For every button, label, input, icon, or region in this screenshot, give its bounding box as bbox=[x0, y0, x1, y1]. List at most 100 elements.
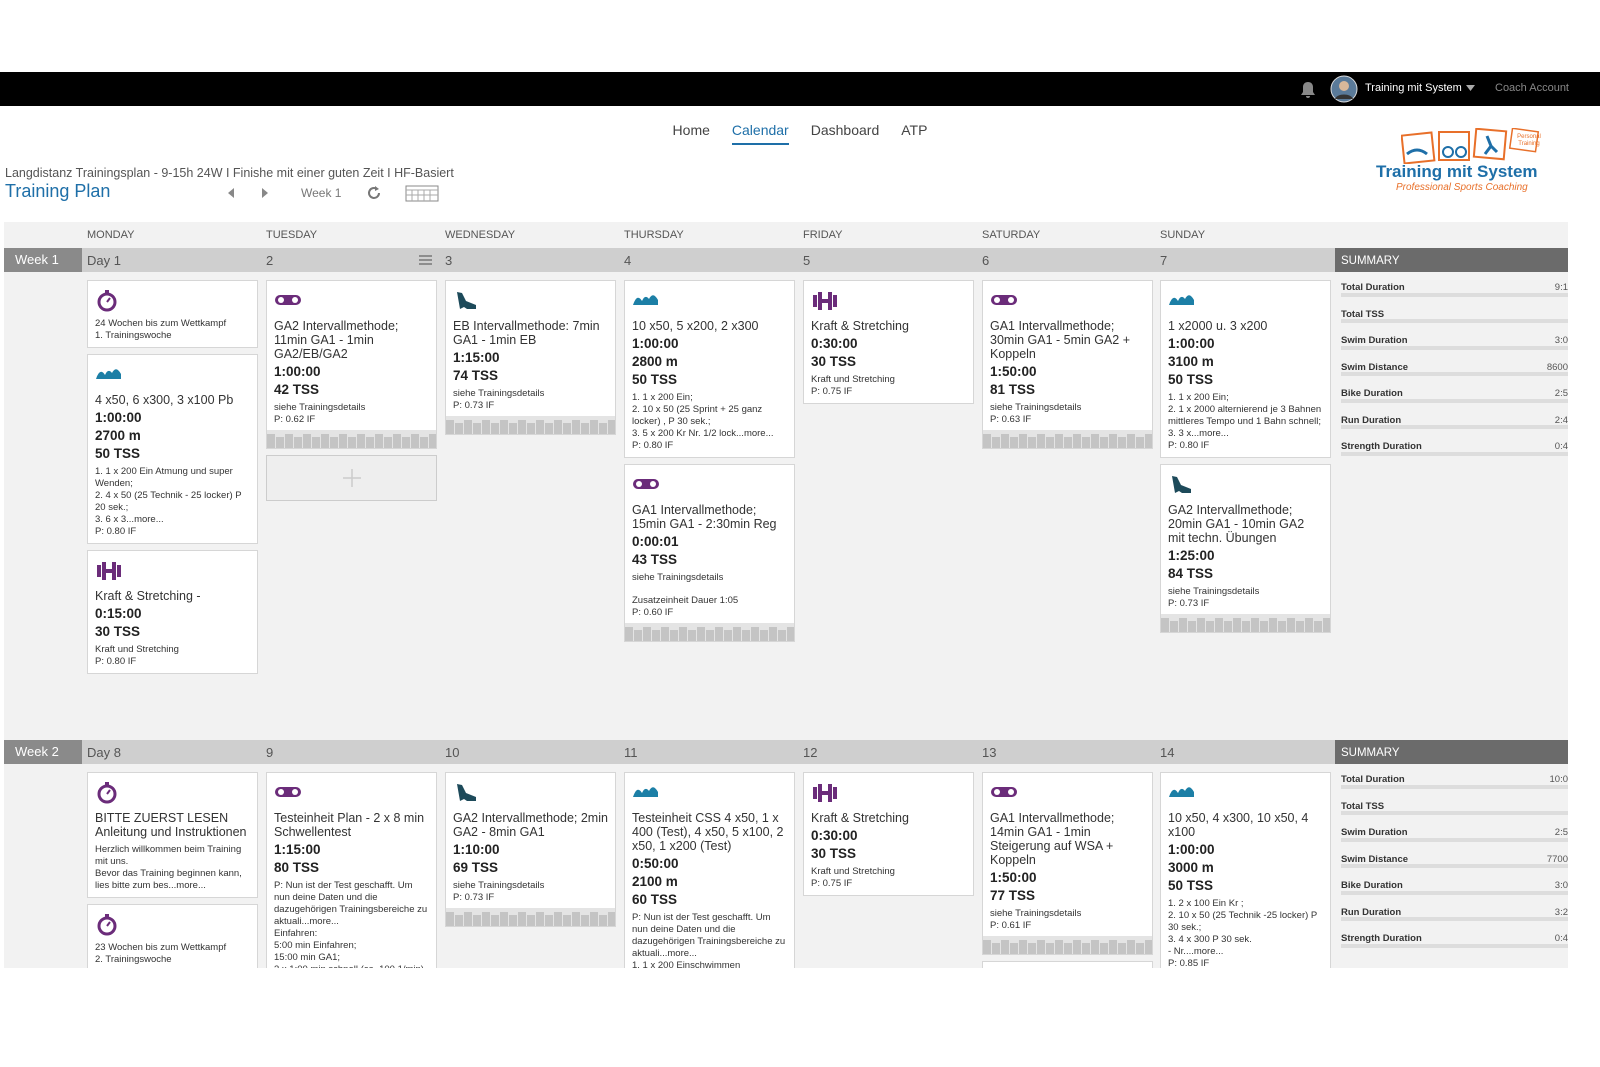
workout-card[interactable]: GA1 Intervallmethode; 30min GA1 - 5min G… bbox=[982, 280, 1153, 449]
caret[interactable] bbox=[1466, 85, 1475, 91]
summary-bar bbox=[1341, 784, 1568, 789]
workout-title: GA2 Intervallmethode; 20min GA1 - 10min … bbox=[1168, 503, 1305, 545]
workout-card[interactable]: 23 Wochen bis zum Wettkampf 2. Trainingsw… bbox=[87, 904, 258, 968]
sport-icon bbox=[991, 787, 1017, 797]
profile-chart bbox=[983, 434, 1152, 448]
nav-item[interactable]: Calendar bbox=[731, 122, 789, 145]
menu-icon[interactable] bbox=[419, 255, 432, 265]
summary-value: 0:4 bbox=[1554, 933, 1568, 944]
desc-line: 15:00 min GA1; bbox=[274, 952, 341, 963]
day-column: 1 x2000 u. 3 x200 1:00:00 3100 m 50 TSS 1. 1… bbox=[1160, 280, 1331, 633]
workout-title: GA1 Intervallmethode; 15min GA1 - 2:30mi… bbox=[632, 503, 777, 531]
workout-tss: 80 TSS bbox=[274, 860, 320, 875]
desc-line: 3 x 1:00 min schnell (ca. 100 1/min) bbox=[274, 964, 429, 968]
workout-card[interactable]: GA2 Intervallmethode; 20min GA1 - 10min … bbox=[1160, 464, 1331, 633]
desc-line: Einfahren: bbox=[274, 928, 318, 939]
day-number: 2 bbox=[266, 253, 274, 268]
nav-item[interactable]: Home bbox=[672, 122, 710, 138]
week-arrows[interactable] bbox=[226, 187, 274, 199]
workout-card[interactable] bbox=[982, 961, 1153, 968]
workout-duration: 1:00:00 bbox=[1168, 842, 1215, 857]
workout-card[interactable]: 10 x50, 5 x200, 2 x300 1:00:00 2800 m 50 TS… bbox=[624, 280, 795, 458]
avatar[interactable] bbox=[1330, 75, 1358, 103]
calendar-icon[interactable] bbox=[405, 184, 439, 202]
workout-card[interactable]: 24 Wochen bis zum Wettkampf 1. Trainingsw… bbox=[87, 280, 258, 348]
summary-label: Bike Duration bbox=[1341, 880, 1403, 891]
workout-card[interactable]: BITTE ZUERST LESEN Anleitung und Instruk… bbox=[87, 772, 258, 898]
workout-tss: 84 TSS bbox=[1168, 566, 1214, 581]
summary-title: SUMMARY bbox=[1335, 740, 1568, 764]
summary-label: Strength Duration bbox=[1341, 441, 1422, 452]
desc-line: siehe Trainingsdetails bbox=[632, 572, 724, 583]
sport-icon bbox=[97, 290, 117, 312]
workout-desc: 24 Wochen bis zum Wettkampf 1. Trainingsw… bbox=[95, 318, 250, 342]
workout-duration: 1:25:00 bbox=[1168, 548, 1215, 563]
day-column: 10 x50, 5 x200, 2 x300 1:00:00 2800 m 50 TS… bbox=[624, 280, 795, 642]
summary-bar bbox=[1341, 811, 1568, 815]
summary-row: Total Duration 9:1 bbox=[1335, 272, 1568, 299]
workout-card[interactable]: Kraft & Stretching 0:30:00 30 TSS Kraft und… bbox=[803, 280, 974, 404]
workout-duration: 1:15:00 bbox=[274, 842, 321, 857]
sport-icon bbox=[991, 295, 1017, 305]
workout-if: P: 0.73 IF bbox=[453, 400, 495, 411]
calendar: MONDAY TUESDAY WEDNESDAY THURSDAY FRIDAY SATU… bbox=[4, 222, 1568, 968]
nav-item[interactable]: ATP bbox=[901, 122, 928, 138]
week-label: Week 2 bbox=[4, 740, 82, 764]
workout-if: P: 0.80 IF bbox=[95, 526, 137, 537]
day-name: WEDNESDAY bbox=[445, 229, 516, 241]
workout-if: P: 0.80 IF bbox=[632, 440, 674, 451]
workout-if: P: 0.62 IF bbox=[274, 414, 316, 425]
sport-icon bbox=[813, 784, 837, 802]
summary-label: Total Duration bbox=[1341, 282, 1405, 293]
day-number: 12 bbox=[803, 745, 818, 760]
summary-bar bbox=[1341, 837, 1568, 842]
day-number: Day 1 bbox=[87, 253, 121, 268]
summary-value: 0:4 bbox=[1554, 441, 1568, 452]
day-name: MONDAY bbox=[87, 229, 135, 241]
day-number: 6 bbox=[982, 253, 990, 268]
summary-bar bbox=[1341, 319, 1568, 323]
desc-line: siehe Trainingsdetails bbox=[1168, 586, 1260, 597]
week-label: Week 1 bbox=[301, 186, 342, 200]
workout-card[interactable]: GA2 Intervallmethode; 11min GA1 - 1min G… bbox=[266, 280, 437, 449]
workout-card[interactable]: Kraft & Stretching 0:30:00 30 TSS Kraft und… bbox=[803, 772, 974, 896]
refresh-icon[interactable] bbox=[366, 185, 382, 201]
workout-title: 10 x50, 5 x200, 2 x300 bbox=[632, 319, 759, 333]
desc-line: 3. 4 x 300 P 30 sek. bbox=[1168, 934, 1252, 945]
workout-card[interactable]: Testeinheit CSS 4 x50, 1 x 400 (Test), 4… bbox=[624, 772, 795, 968]
summary-bar bbox=[1341, 890, 1568, 895]
desc-line: 2. Trainingswoche bbox=[95, 954, 172, 965]
account-link[interactable]: Coach Account bbox=[1495, 82, 1569, 94]
bell-icon[interactable] bbox=[1299, 80, 1317, 99]
summary-row: Total TSS bbox=[1335, 299, 1568, 326]
workout-card[interactable]: EB Intervallmethode: 7min GA1 - 1min EB 1… bbox=[445, 280, 616, 435]
nav-item[interactable]: Dashboard bbox=[810, 122, 880, 138]
day-column: GA1 Intervallmethode; 30min GA1 - 5min G… bbox=[982, 280, 1153, 449]
workout-card[interactable]: Kraft & Stretching - 0:15:00 30 TSS Kraft u… bbox=[87, 550, 258, 674]
profile-chart bbox=[625, 627, 794, 641]
summary-bar bbox=[1341, 345, 1568, 350]
workout-card[interactable]: GA1 Intervallmethode; 14min GA1 - 1min S… bbox=[982, 772, 1153, 955]
desc-line: siehe Trainingsdetails bbox=[453, 388, 545, 399]
day-name: THURSDAY bbox=[624, 229, 684, 241]
workout-title: BITTE ZUERST LESEN Anleitung und Instruk… bbox=[95, 811, 247, 839]
sport-icon bbox=[1172, 476, 1191, 493]
workout-duration: 1:00:00 bbox=[632, 336, 679, 351]
workout-card[interactable]: 4 x50, 6 x300, 3 x100 Pb 1:00:00 2700 m 50 … bbox=[87, 354, 258, 544]
workout-desc: 1. 1 x 200 Ein Atmung und super Wenden; 2… bbox=[95, 466, 250, 526]
user-name[interactable]: Training mit System bbox=[1365, 82, 1462, 94]
add-slot[interactable] bbox=[266, 455, 437, 501]
workout-tss: 43 TSS bbox=[632, 552, 678, 567]
workout-duration: 0:30:00 bbox=[811, 828, 858, 843]
workout-card[interactable]: GA2 Intervallmethode; 2min GA2 - 8min GA… bbox=[445, 772, 616, 927]
day-number: 10 bbox=[445, 745, 460, 760]
workout-card[interactable]: 1 x2000 u. 3 x200 1:00:00 3100 m 50 TSS 1. 1… bbox=[1160, 280, 1331, 458]
summary-label: Strength Duration bbox=[1341, 933, 1422, 944]
workout-card[interactable]: 10 x50, 4 x300, 10 x50, 4 x100 1:00:00 300… bbox=[1160, 772, 1331, 968]
summary-value: 8600 bbox=[1546, 361, 1568, 373]
summary-row: Run Duration 3:2 bbox=[1335, 897, 1568, 924]
workout-desc: siehe Trainingsdetails bbox=[990, 908, 1145, 920]
workout-card[interactable]: Testeinheit Plan - 2 x 8 min Schwellente… bbox=[266, 772, 437, 968]
workout-card[interactable]: GA1 Intervallmethode; 15min GA1 - 2:30mi… bbox=[624, 464, 795, 642]
desc-line bbox=[632, 584, 787, 595]
